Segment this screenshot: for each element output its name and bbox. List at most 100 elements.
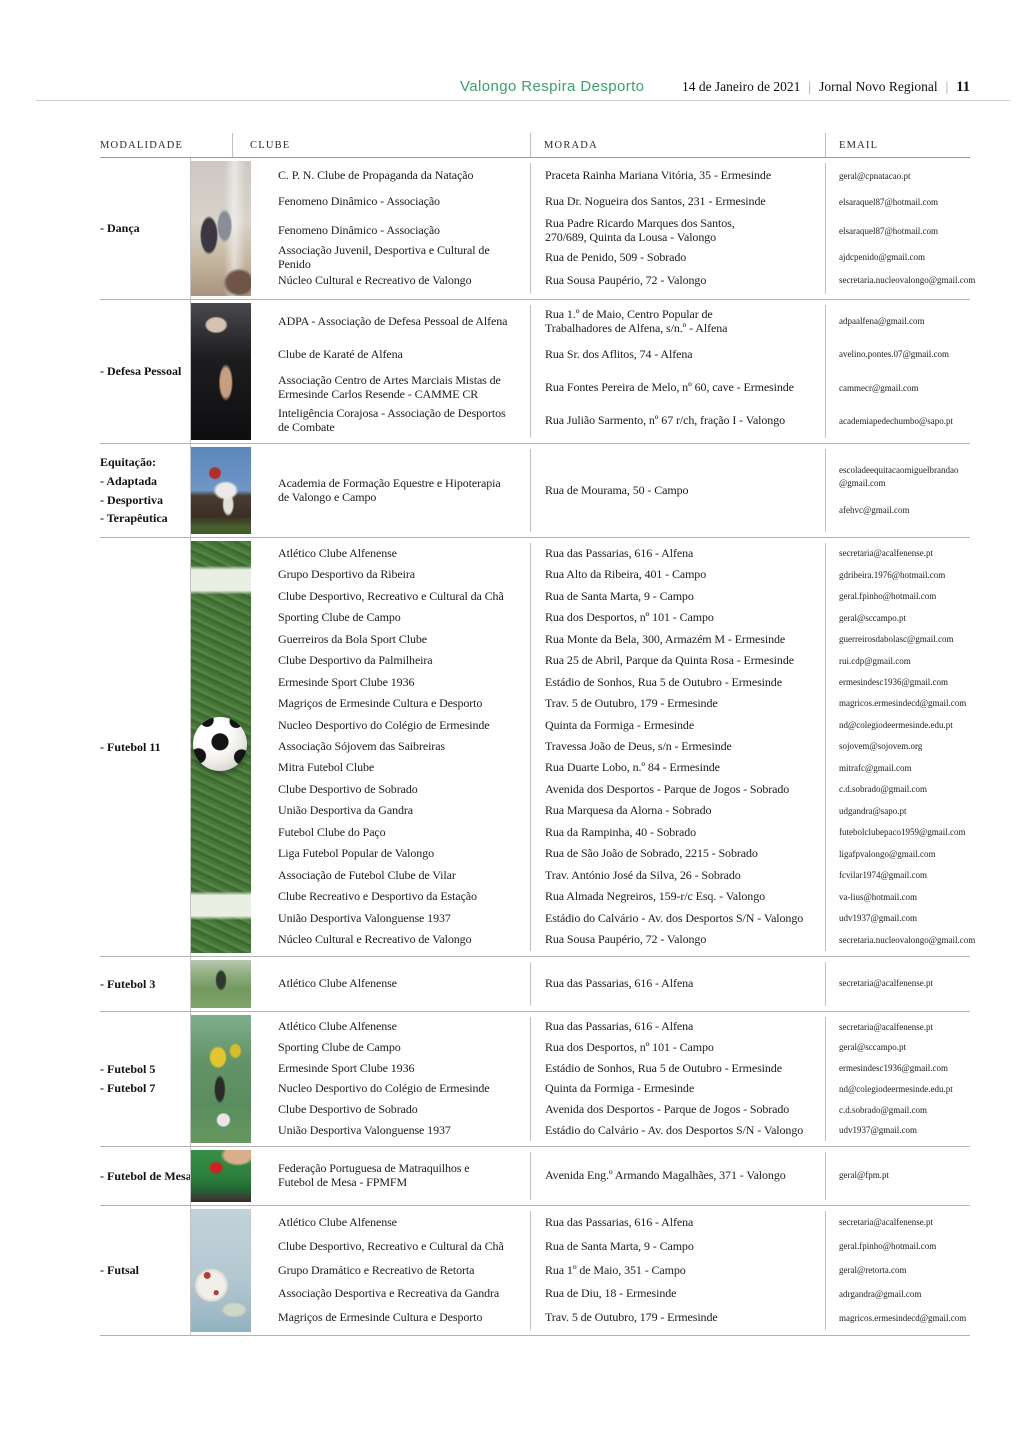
club-name: Federação Portuguesa de Matraquilhos e F… <box>278 1161 470 1189</box>
club-entry-row: Núcleo Cultural e Recreativo de Valongo R… <box>250 929 975 951</box>
club-name: Grupo Dramático e Recreativo de Retorta <box>278 1262 475 1277</box>
club-name: Associação Sójovem das Saibreiras <box>278 739 445 753</box>
club-entry-row: Atlético Clube Alfenense Rua das Passaria… <box>250 1017 970 1038</box>
photo-cell <box>190 1206 251 1335</box>
club-email: va-lius@hotmail.com <box>825 886 970 908</box>
club-address: Quinta da Formiga - Ermesinde <box>530 714 825 737</box>
modality-label: - Futebol 11 <box>100 739 161 754</box>
club-email: geral@retorta.com <box>825 1258 970 1283</box>
club-email: guerreirosdabolasc@gmail.com <box>825 628 970 651</box>
photo-cell <box>190 538 251 956</box>
column-header-morada: MORADA <box>530 133 825 157</box>
column-header-clube: CLUBE <box>232 133 530 157</box>
club-name: Atlético Clube Alfenense <box>278 976 397 991</box>
club-address: Rua Monte da Bela, 300, Armazém M - Erme… <box>530 628 825 651</box>
club-address: Rua Dr. Nogueira dos Santos, 231 - Ermes… <box>530 189 825 216</box>
club-email: escoladeequitacaomiguelbrandao @gmail.co… <box>825 449 970 532</box>
photo-cell <box>190 1147 251 1205</box>
club-address: Rua das Passarias, 616 - Alfena <box>530 1211 825 1235</box>
club-email: udv1937@gmail.com <box>825 907 970 930</box>
club-entry-row: Grupo Dramático e Recreativo de Retorta R… <box>250 1258 970 1283</box>
club-email: academiapedechumbo@sapo.pt <box>825 404 970 438</box>
club-name: Atlético Clube Alfenense <box>278 1214 397 1229</box>
club-email: adpaalfena@gmail.com <box>825 305 970 339</box>
club-address: Rua Sr. dos Aflitos, 74 - Alfena <box>530 338 825 372</box>
club-email: udv1937@gmail.com <box>825 1120 970 1142</box>
separator: | <box>945 79 949 94</box>
club-address: Rua Julião Sarmento, nº 67 r/ch, fração … <box>530 404 825 438</box>
club-entry-row: Atlético Clube Alfenense Rua das Passaria… <box>250 543 970 565</box>
club-email: geral.fpinho@hotmail.com <box>825 585 970 608</box>
club-email: fcvilar1974@gmail.com <box>825 865 970 887</box>
club-entry-row: Federação Portuguesa de Matraquilhos e F… <box>250 1152 970 1200</box>
club-entry-row: ADPA - Associação de Defesa Pessoal de A… <box>250 305 970 339</box>
club-address: Estádio do Calvário - Av. dos Desportos … <box>530 907 825 930</box>
club-entry-row: Atlético Clube Alfenense Rua das Passaria… <box>250 1211 970 1235</box>
club-name: Ermesinde Sport Clube 1936 <box>278 1060 415 1075</box>
club-entries: C. P. N. Clube de Propaganda da Natação P… <box>250 158 975 299</box>
club-name: Clube Desportivo da Palmilheira <box>278 653 433 668</box>
club-email: nd@colegiodeermesinde.edu.pt <box>825 1079 970 1100</box>
club-address: Rua de Diu, 18 - Ermesinde <box>530 1282 825 1307</box>
club-name: Atlético Clube Alfenense <box>278 545 397 560</box>
club-entry-row: Atlético Clube Alfenense Rua das Passaria… <box>250 962 970 1006</box>
club-entry-row: Nucleo Desportivo do Colégio de Ermesind… <box>250 714 970 737</box>
club-name: Sporting Clube de Campo <box>278 610 401 625</box>
club-address: Rua Sousa Paupério, 72 - Valongo <box>530 267 825 295</box>
club-address: Rua das Passarias, 616 - Alfena <box>530 1017 825 1038</box>
clubs-table-body: - Dança C. P. N. Clube de Propaganda da N… <box>100 158 975 1336</box>
club-entry-row: Inteligência Corajosa - Associação de De… <box>250 404 970 438</box>
modality-label: - Adaptada <box>100 473 158 488</box>
club-name: União Desportiva Valonguense 1937 <box>278 910 451 925</box>
club-email: c.d.sobrado@gmail.com <box>825 1099 970 1121</box>
club-entry-row: Associação Juvenil, Desportiva e Cultura… <box>250 241 970 274</box>
photo-cell <box>190 444 251 537</box>
modality-section: - Futsal Atlético Clube Alfenense Rua das … <box>100 1205 970 1335</box>
club-email: magricos.ermesindecd@gmail.com <box>825 693 970 715</box>
club-name: Futebol Clube do Paço <box>278 824 386 839</box>
modality-label: - Defesa Pessoal <box>100 364 182 379</box>
club-entry-row: Clube Desportivo, Recreativo e Cultural … <box>250 585 970 608</box>
club-address: Rua dos Desportos, nº 101 - Campo <box>530 1037 825 1059</box>
equestrian-photo <box>191 447 251 534</box>
dance-photo <box>191 161 251 296</box>
modality-cell: - Futebol de Mesa <box>100 1147 192 1205</box>
club-entry-row: Associação Centro de Artes Marciais Mist… <box>250 371 970 405</box>
page-number: 11 <box>956 79 970 95</box>
modality-label: - Desportiva <box>100 492 163 507</box>
modality-cell: Equitação: - Adaptada - Desportiva - Terapê… <box>100 444 190 537</box>
club-name: Associação Centro de Artes Marciais Mist… <box>278 373 501 402</box>
club-address: Rua de Mourama, 50 - Campo <box>530 449 825 532</box>
club-entries: Academia de Formação Equestre e Hipotera… <box>250 444 970 537</box>
club-name: Clube Desportivo de Sobrado <box>278 781 418 796</box>
club-email: udgandra@sapo.pt <box>825 800 970 823</box>
club-name: Associação Desportiva e Recreativa da Ga… <box>278 1286 500 1301</box>
club-name: União Desportiva da Gandra <box>278 803 414 818</box>
club-entries: Atlético Clube Alfenense Rua das Passaria… <box>250 1206 970 1335</box>
club-name: Clube de Karaté de Alfena <box>278 346 403 361</box>
club-name: Clube Desportivo, Recreativo e Cultural … <box>278 1238 504 1253</box>
club-email: secretaria@acalfenense.pt <box>825 543 970 565</box>
club-address: Rua Fontes Pereira de Melo, nº 60, cave … <box>530 371 825 405</box>
club-address: Rua de São João de Sobrado, 2215 - Sobra… <box>530 843 825 866</box>
club-email: geral@sccampo.pt <box>825 607 970 629</box>
club-entry-row: Guerreiros da Bola Sport Clube Rua Monte … <box>250 628 970 651</box>
club-entry-row: Clube Desportivo de Sobrado Avenida dos D… <box>250 779 970 801</box>
modality-section: - Futebol 3 Atlético Clube Alfenense Rua d… <box>100 956 970 1011</box>
column-header-email: EMAIL <box>825 133 970 157</box>
club-email: ajdcpenido@gmail.com <box>825 241 970 274</box>
club-entry-row: Clube Desportivo de Sobrado Avenida dos D… <box>250 1099 970 1121</box>
club-name: Sporting Clube de Campo <box>278 1040 401 1055</box>
issue-date: 14 de Janeiro de 2021 <box>681 79 801 94</box>
club-entries: Federação Portuguesa de Matraquilhos e F… <box>250 1147 970 1205</box>
club-entry-row: Sporting Clube de Campo Rua dos Desportos… <box>250 1037 970 1059</box>
club-entry-row: Clube de Karaté de Alfena Rua Sr. dos Afl… <box>250 338 970 372</box>
club-address: Rua das Passarias, 616 - Alfena <box>530 543 825 565</box>
page-section-title: Valongo Respira Desporto <box>460 78 645 95</box>
self-defense-photo <box>191 303 251 440</box>
club-name: Inteligência Corajosa - Associação de De… <box>278 406 506 435</box>
club-email: ligafpvalongo@gmail.com <box>825 843 970 866</box>
club-name: União Desportiva Valonguense 1937 <box>278 1122 451 1137</box>
club-email: sojovem@sojovem.org <box>825 736 970 758</box>
